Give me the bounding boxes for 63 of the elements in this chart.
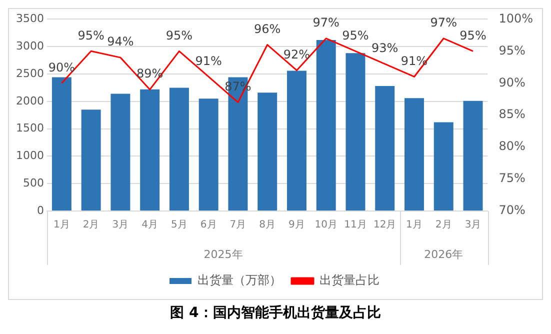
data-label: 97% — [430, 16, 457, 30]
data-label: 91% — [195, 54, 222, 68]
bar — [169, 88, 189, 210]
x-tick-label: 2月 — [82, 220, 100, 231]
y2-tick-label: 70% — [498, 203, 526, 218]
bar — [375, 86, 395, 210]
bar — [110, 94, 130, 210]
x-tick-label: 4月 — [142, 220, 158, 231]
y-tick-label: 1500 — [16, 122, 44, 135]
y-tick-label: 500 — [22, 176, 44, 190]
data-label: 89% — [136, 66, 164, 81]
y2-tick-label: 100% — [498, 11, 534, 26]
bar — [81, 110, 101, 210]
bar — [463, 100, 483, 210]
bar — [286, 70, 306, 210]
x-tick-label: 9月 — [288, 220, 305, 231]
x-tick-label: 3月 — [464, 220, 482, 231]
text: 图 4：国内智能手机出货量及占比 — [169, 304, 382, 322]
data-label: 90% — [48, 60, 76, 74]
x-tick-label: 1月 — [53, 220, 70, 231]
y2-tick-label: 95% — [498, 43, 526, 58]
y-tick-label: 0 — [36, 204, 44, 217]
bar — [346, 53, 366, 210]
y-tick-label: 1000 — [16, 149, 44, 162]
data-label: 96% — [254, 22, 281, 36]
y2-tick-label: 75% — [498, 171, 526, 186]
data-label: 95% — [166, 28, 193, 42]
data-label: 92% — [283, 47, 310, 62]
bar — [258, 92, 278, 210]
x-tick-label: 10月 — [314, 220, 338, 231]
x-tick-label: 7月 — [230, 220, 246, 231]
data-label: 95% — [342, 28, 369, 42]
data-label: 91% — [400, 54, 428, 68]
data-label: 95% — [460, 28, 486, 42]
y2-tick-label: 90% — [498, 75, 526, 90]
x-tick-label: 3月 — [112, 220, 129, 231]
y-tick-label: 3000 — [16, 39, 44, 52]
bar — [404, 98, 424, 210]
legend-label: 出货量占比 — [320, 273, 380, 288]
x-tick-label: 2月 — [435, 220, 452, 231]
text: 2026年 — [424, 248, 464, 261]
bar — [52, 77, 72, 210]
data-label: 93% — [372, 41, 398, 56]
legend-label: 出货量（万部） — [198, 273, 282, 288]
data-label: 95% — [78, 28, 104, 42]
x-tick-label: 5月 — [171, 220, 188, 231]
text: 2025年 — [204, 248, 243, 261]
bar — [140, 89, 160, 210]
x-tick-label: 1月 — [406, 220, 422, 231]
data-label: 97% — [312, 16, 340, 30]
y2-tick-label: 80% — [498, 139, 526, 154]
bar — [316, 40, 336, 210]
y2-tick-label: 85% — [498, 107, 526, 122]
y-tick-label: 2000 — [16, 94, 44, 108]
x-tick-label: 11月 — [344, 220, 367, 231]
y-tick-label: 3500 — [16, 12, 44, 26]
data-label: 94% — [107, 34, 134, 49]
x-tick-label: 6月 — [200, 220, 217, 231]
x-tick-label: 12月 — [373, 220, 396, 231]
bar — [198, 98, 218, 210]
x-tick-label: 8月 — [259, 220, 276, 231]
y-tick-label: 2500 — [16, 66, 44, 80]
bar — [434, 122, 454, 210]
